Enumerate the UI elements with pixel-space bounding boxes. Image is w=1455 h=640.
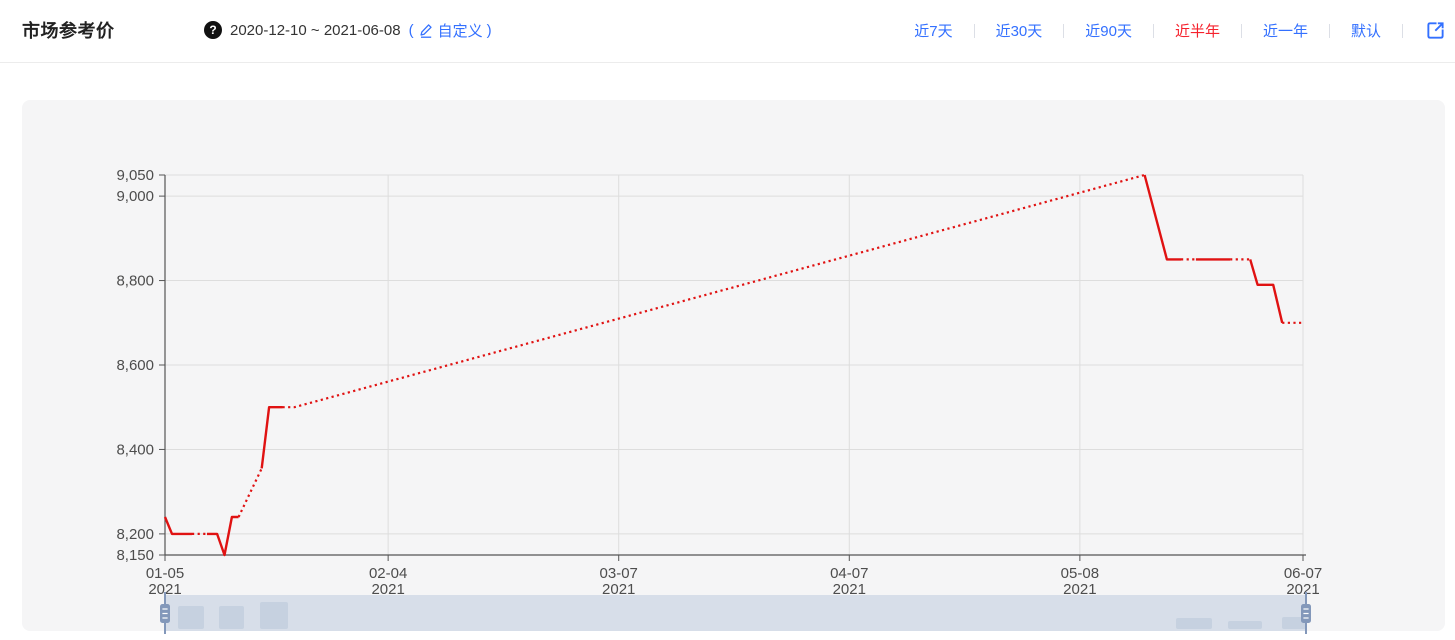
price-line-segment-solid (163, 516, 192, 536)
range-separator (1240, 23, 1242, 38)
y-tick-label: 8,800 (116, 273, 154, 290)
price-line-segment-solid (1143, 174, 1181, 261)
x-tick-year-label: 2021 (602, 581, 635, 598)
help-icon[interactable]: ? (204, 21, 222, 39)
datazoom-track[interactable] (165, 595, 1306, 631)
y-tick-label: 8,150 (116, 547, 154, 564)
custom-date-link[interactable]: ( 自定义 ) (409, 20, 492, 41)
x-tick-year-label: 2021 (833, 581, 866, 598)
x-tick-label: 01-05 (146, 565, 184, 582)
price-line-segment-dotted (282, 173, 1145, 409)
range-last-year[interactable]: 近一年 (1262, 23, 1308, 40)
page-title: 市场参考价 (22, 21, 115, 41)
range-default[interactable]: 默认 (1350, 23, 1381, 40)
price-line-segment-solid (260, 406, 283, 469)
y-tick-label: 8,200 (116, 526, 154, 543)
x-tick-year-label: 2021 (1286, 581, 1319, 598)
y-tick-label: 8,400 (116, 441, 154, 458)
x-tick-label: 03-07 (600, 565, 638, 582)
x-tick-year-label: 2021 (371, 581, 404, 598)
range-last-7-days[interactable]: 近7天 (914, 23, 953, 40)
paren-open: ( (408, 21, 414, 39)
custom-label: 自定义 (437, 22, 483, 40)
range-separator (1063, 23, 1065, 38)
price-line-segment-solid (207, 515, 239, 557)
header-divider (0, 62, 1455, 63)
paren-close: ) (486, 21, 492, 39)
range-selector: 近7天 近30天 近90天 近半年 近一年 默认 (893, 20, 1448, 41)
x-tick-label: 02-04 (369, 565, 407, 582)
x-tick-label: 06-07 (1284, 565, 1322, 582)
range-last-half-year[interactable]: 近半年 (1174, 23, 1220, 40)
datazoom-shadow-block (1176, 618, 1212, 629)
y-tick-label: 9,050 (116, 167, 154, 184)
datazoom-shadow-block (1228, 621, 1262, 629)
datazoom-shadow-block (178, 606, 204, 629)
price-line-segment-dotted (237, 467, 263, 518)
x-tick-label: 05-08 (1061, 565, 1099, 582)
date-range-text: 2020-12-10 ~ 2021-06-08 (230, 21, 401, 39)
range-last-90-days[interactable]: 近90天 (1085, 23, 1132, 40)
x-tick-label: 04-07 (830, 565, 868, 582)
range-separator (973, 23, 975, 38)
date-range-group: ? 2020-12-10 ~ 2021-06-08 ( 自定义 ) (204, 19, 492, 41)
y-tick-label: 9,000 (116, 188, 154, 205)
range-separator (1152, 23, 1154, 38)
range-last-30-days[interactable]: 近30天 (995, 23, 1043, 40)
x-tick-year-label: 2021 (148, 581, 181, 598)
datazoom-shadow-block (260, 602, 288, 629)
edit-pencil-icon (420, 24, 432, 38)
datazoom-shadow-block (219, 606, 244, 629)
datazoom-shadow-block (1282, 617, 1306, 629)
price-line-segment-solid (1249, 259, 1284, 324)
external-link-icon[interactable] (1403, 20, 1448, 41)
y-tick-label: 8,600 (116, 357, 154, 374)
range-separator (1402, 23, 1403, 38)
range-separator (1328, 23, 1330, 38)
x-tick-year-label: 2021 (1063, 581, 1096, 598)
